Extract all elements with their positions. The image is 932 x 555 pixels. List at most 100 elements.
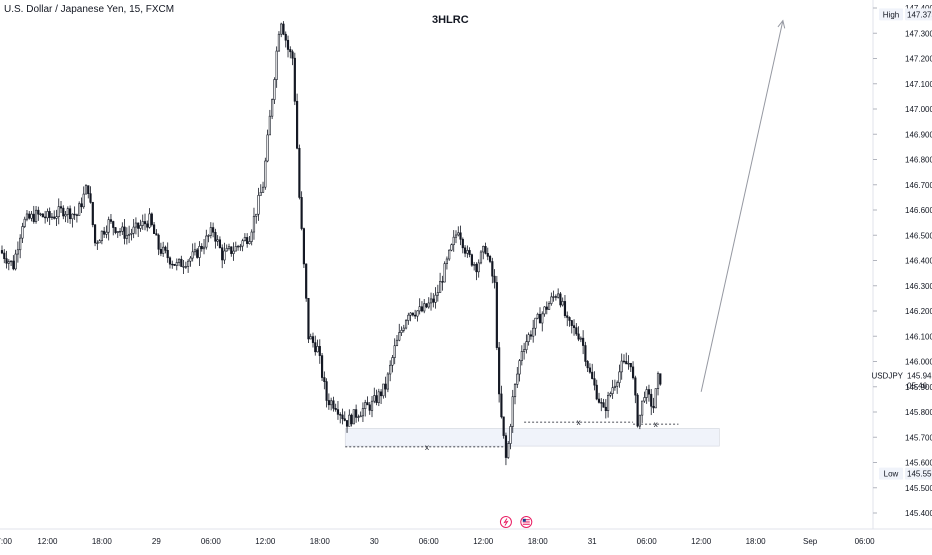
candle[interactable] — [425, 303, 428, 309]
candle[interactable] — [420, 301, 424, 313]
candle[interactable] — [377, 388, 380, 407]
candle[interactable] — [302, 227, 305, 268]
candle[interactable] — [69, 205, 72, 224]
candle[interactable] — [123, 219, 126, 245]
candle[interactable] — [631, 361, 635, 380]
candle[interactable] — [232, 242, 235, 261]
candle[interactable] — [373, 387, 376, 404]
candle[interactable] — [427, 297, 430, 309]
candle[interactable] — [234, 241, 237, 252]
candle[interactable] — [466, 245, 469, 258]
candle[interactable] — [116, 231, 119, 238]
candle[interactable] — [461, 237, 464, 254]
candle[interactable] — [375, 389, 378, 406]
candle[interactable] — [345, 420, 349, 433]
candle[interactable] — [473, 261, 476, 271]
candle[interactable] — [173, 263, 176, 267]
candle[interactable] — [416, 310, 419, 322]
candle[interactable] — [50, 213, 54, 220]
candle[interactable] — [513, 383, 517, 405]
candle[interactable] — [57, 198, 60, 225]
candle[interactable] — [318, 339, 321, 364]
candle[interactable] — [305, 263, 308, 302]
candle[interactable] — [164, 245, 167, 254]
candle[interactable] — [443, 261, 446, 283]
candle[interactable] — [148, 208, 151, 229]
candle[interactable] — [607, 391, 610, 418]
candle[interactable] — [41, 213, 44, 218]
candle[interactable] — [568, 316, 571, 327]
candle[interactable] — [532, 319, 535, 343]
candle[interactable] — [509, 423, 512, 450]
candle[interactable] — [547, 301, 551, 310]
candle[interactable] — [470, 253, 473, 267]
candle[interactable] — [334, 403, 337, 412]
candle[interactable] — [198, 241, 201, 267]
candle[interactable] — [271, 98, 274, 120]
candle[interactable] — [200, 243, 203, 252]
candle[interactable] — [454, 230, 458, 244]
candle[interactable] — [538, 307, 542, 324]
candle[interactable] — [259, 184, 262, 196]
candle[interactable] — [298, 144, 301, 200]
candle[interactable] — [37, 206, 40, 221]
candle[interactable] — [582, 330, 585, 355]
candle[interactable] — [654, 388, 657, 409]
candle[interactable] — [398, 323, 401, 342]
candle[interactable] — [177, 258, 181, 267]
candle[interactable] — [73, 206, 76, 220]
candle[interactable] — [137, 222, 140, 238]
candle[interactable] — [393, 338, 396, 365]
candle[interactable] — [350, 413, 353, 427]
candle[interactable] — [78, 201, 81, 216]
candle[interactable] — [300, 191, 303, 231]
candle[interactable] — [182, 260, 185, 275]
candle[interactable] — [264, 157, 267, 190]
candle[interactable] — [584, 341, 587, 367]
candle[interactable] — [250, 229, 253, 246]
candle[interactable] — [112, 220, 115, 236]
candle[interactable] — [595, 379, 598, 401]
candle[interactable] — [141, 214, 144, 230]
candle[interactable] — [579, 336, 582, 343]
candle[interactable] — [196, 247, 199, 259]
candle[interactable] — [275, 46, 278, 88]
candle[interactable] — [552, 290, 555, 302]
candle[interactable] — [402, 324, 405, 333]
candle[interactable] — [557, 288, 560, 299]
candle[interactable] — [523, 342, 526, 360]
candle[interactable] — [534, 317, 537, 336]
candle[interactable] — [597, 392, 601, 404]
candle[interactable] — [618, 364, 621, 388]
candle[interactable] — [5, 250, 8, 269]
candle[interactable] — [563, 294, 567, 319]
candle[interactable] — [7, 259, 10, 271]
candle[interactable] — [370, 396, 374, 418]
candle[interactable] — [352, 409, 355, 425]
candle[interactable] — [495, 275, 498, 351]
candle[interactable] — [309, 333, 312, 340]
candle[interactable] — [193, 242, 197, 256]
candle[interactable] — [357, 414, 360, 422]
candle[interactable] — [518, 359, 521, 382]
candle[interactable] — [620, 353, 623, 380]
candle[interactable] — [314, 335, 317, 356]
candle[interactable] — [166, 242, 169, 263]
candle[interactable] — [71, 213, 74, 228]
candle[interactable] — [436, 284, 439, 302]
candle[interactable] — [184, 261, 187, 269]
price-axis[interactable] — [873, 0, 932, 550]
candle[interactable] — [448, 249, 451, 261]
candle[interactable] — [364, 399, 367, 417]
candle[interactable] — [191, 243, 194, 262]
candle[interactable] — [432, 293, 435, 308]
candle[interactable] — [559, 291, 562, 308]
candle[interactable] — [479, 250, 483, 265]
candle[interactable] — [66, 206, 69, 223]
candle[interactable] — [107, 216, 110, 241]
candle[interactable] — [341, 408, 344, 425]
candle[interactable] — [100, 230, 103, 245]
candle[interactable] — [239, 243, 242, 251]
candle[interactable] — [325, 378, 328, 408]
candle[interactable] — [457, 226, 460, 237]
